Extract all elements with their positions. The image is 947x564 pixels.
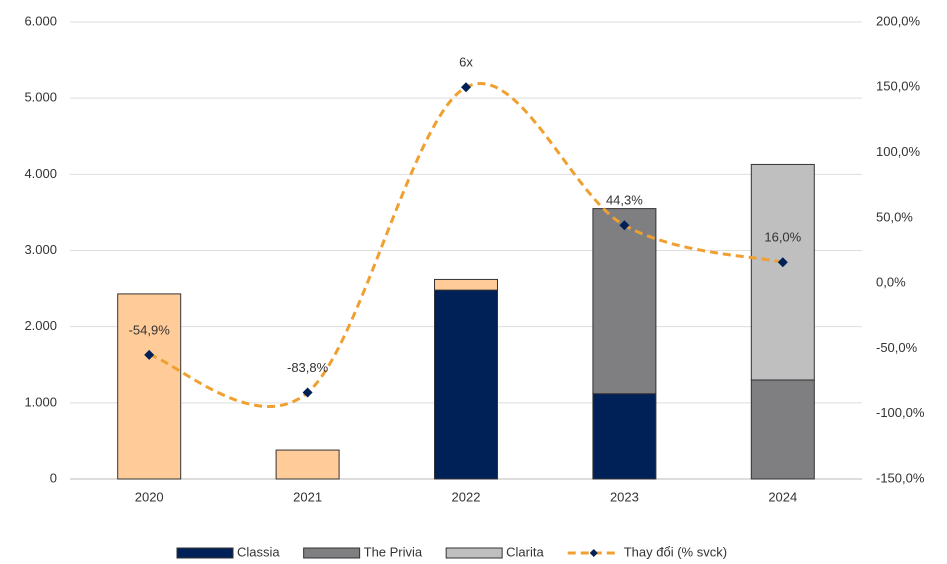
marker (619, 220, 630, 231)
y2-tick-label: 50,0% (876, 209, 913, 224)
legend-label: Thay đổi (% svck) (624, 544, 727, 559)
x-tick-label: 2024 (768, 489, 797, 504)
data-label: 16,0% (764, 230, 801, 245)
bar (434, 289, 498, 480)
marker (302, 387, 313, 398)
y-tick-label: 6.000 (24, 13, 57, 28)
y2-tick-label: 100,0% (876, 144, 921, 159)
bar (750, 379, 815, 480)
x-tick-label: 2021 (293, 489, 322, 504)
bar (117, 293, 182, 480)
legend-swatch (176, 547, 234, 559)
x-tick-label: 2023 (610, 489, 639, 504)
y2-tick-label: -50,0% (876, 340, 918, 355)
bar (592, 393, 657, 480)
legend-marker (589, 549, 598, 557)
y-tick-label: 3.000 (24, 242, 57, 257)
bar (434, 278, 498, 291)
marker (461, 82, 471, 93)
legend-swatch (303, 547, 361, 559)
bar (275, 449, 340, 480)
y2-tick-label: 0,0% (876, 275, 906, 290)
marker (144, 349, 155, 360)
y-tick-label: 0 (50, 470, 57, 485)
y-tick-label: 5.000 (24, 90, 57, 105)
legend-label: Classia (237, 544, 280, 559)
y2-tick-label: -100,0% (876, 405, 925, 420)
data-label: 44,3% (606, 193, 643, 208)
y-tick-label: 2.000 (24, 318, 57, 333)
legend-label: Clarita (506, 544, 544, 559)
legend-label: The Privia (364, 544, 423, 559)
y-tick-label: 4.000 (24, 166, 57, 181)
marker (777, 257, 788, 268)
legend-swatch (445, 547, 503, 559)
y2-tick-label: 150,0% (876, 79, 921, 94)
bar (750, 163, 815, 381)
data-label: -54,9% (129, 322, 171, 337)
y-tick-label: 1.000 (24, 394, 57, 409)
data-label: 6x (459, 55, 473, 70)
line (148, 82, 784, 408)
y2-tick-label: 200,0% (876, 13, 921, 28)
x-tick-label: 2020 (135, 489, 164, 504)
y2-tick-label: -150,0% (876, 470, 925, 485)
bar (592, 208, 657, 395)
x-tick-label: 2022 (452, 489, 481, 504)
data-label: -83,8% (287, 360, 329, 375)
